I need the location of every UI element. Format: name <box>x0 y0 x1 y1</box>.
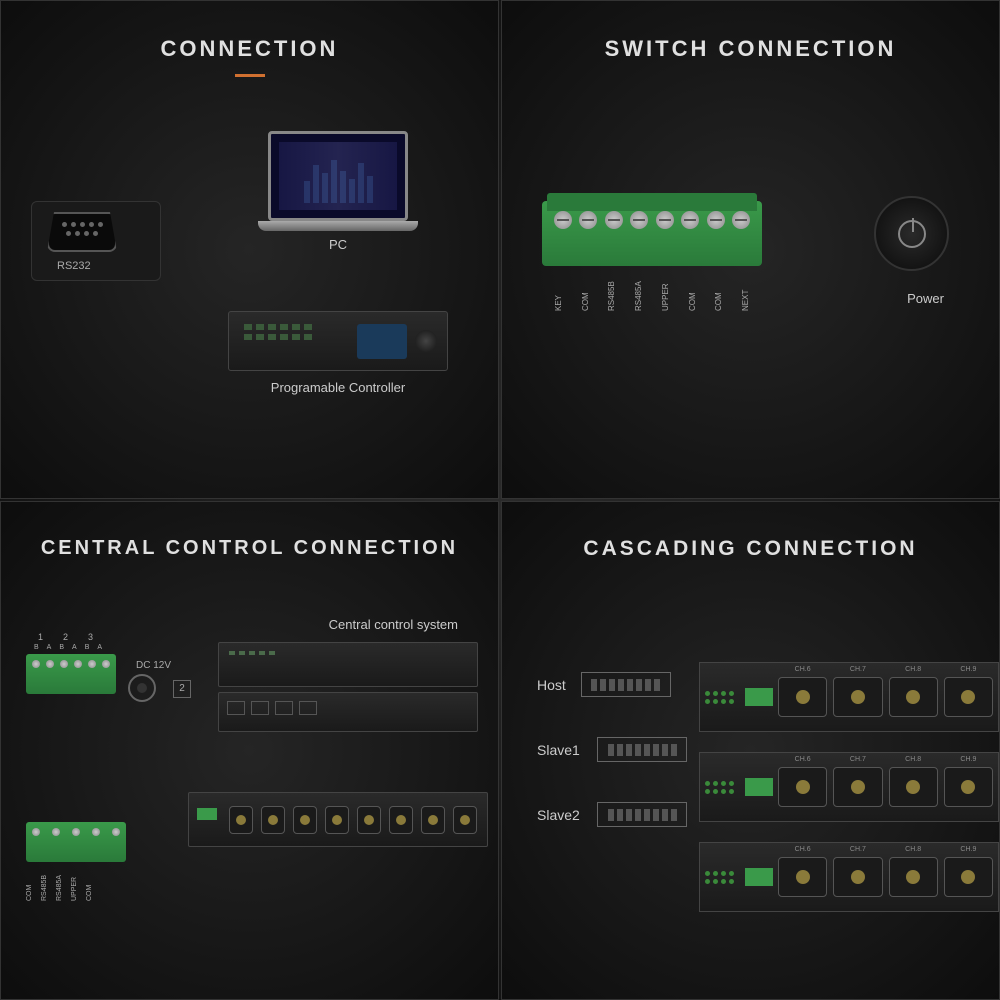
cascade-wires <box>502 502 802 652</box>
terminal-pin-labels: KEY COM RS485B RS485A UPPER COM COM NEXT <box>554 271 750 311</box>
cascade-diagram: Host Slave1 Slave2 <box>537 672 687 827</box>
power-icon <box>898 220 926 248</box>
panel-connection: CONNECTION RS232 PC P <box>0 0 499 499</box>
bottom-terminal-block <box>26 822 126 862</box>
rack-unit-3: CH.6 CH.7 CH.8 CH.9 <box>699 842 999 912</box>
title-connection: CONNECTION <box>1 36 498 62</box>
slave1-label: Slave1 <box>537 742 582 758</box>
terminal-block: KEY COM RS485B RS485A UPPER COM COM NEXT <box>542 201 762 266</box>
host-label: Host <box>537 677 566 693</box>
central-rack-2 <box>218 692 478 732</box>
dc-jack-icon <box>128 674 156 702</box>
title-cascading: CASCADING CONNECTION <box>502 537 999 561</box>
panel-switch: SWITCH CONNECTION KEY COM RS485B RS485A … <box>501 0 1000 499</box>
zone-num: 2 <box>173 680 191 698</box>
rs232-label: RS232 <box>57 260 91 272</box>
power-sequencer-rack <box>188 792 488 847</box>
switch-wires <box>502 1 802 151</box>
central-system-label: Central control system <box>329 617 458 632</box>
slave2-label: Slave2 <box>537 807 582 823</box>
panel-cascading: CASCADING CONNECTION Host Slave1 Slave2 <box>501 501 1000 1000</box>
controller-label: Programable Controller <box>229 380 447 395</box>
panel-central: CENTRAL CONTROL CONNECTION 1 2 3 BA BA B… <box>0 501 499 1000</box>
rack-unit-1: CH.6 CH.7 CH.8 CH.9 <box>699 662 999 732</box>
db9-connector-icon <box>47 212 117 252</box>
bottom-terminal-group: COM RS485B RS485A UPPER COM <box>26 822 126 901</box>
programmable-controller: Programable Controller <box>228 311 448 371</box>
dip-switch-slave2 <box>597 802 687 827</box>
power-label: Power <box>907 291 944 306</box>
top-terminal-group: 1 2 3 BA BA BA DC 12V 2 <box>26 632 116 694</box>
accent-icon <box>235 74 265 77</box>
title-switch: SWITCH CONNECTION <box>502 36 999 62</box>
dip-switch-host <box>581 672 671 697</box>
dc-label: DC 12V <box>136 660 171 671</box>
power-button[interactable] <box>874 196 949 271</box>
top-terminal-block <box>26 654 116 694</box>
central-wires <box>1 502 301 652</box>
rs232-port: RS232 <box>31 201 161 281</box>
central-control-rack <box>218 642 478 687</box>
rack-unit-2: CH.6 CH.7 CH.8 CH.9 <box>699 752 999 822</box>
laptop-icon: PC <box>258 131 418 241</box>
pc-label: PC <box>258 237 418 252</box>
title-central: CENTRAL CONTROL CONNECTION <box>1 537 498 560</box>
dip-switch-slave1 <box>597 737 687 762</box>
rack-stack: CH.6 CH.7 CH.8 CH.9 CH.6 CH.7 CH.8 CH.9 … <box>699 662 999 932</box>
